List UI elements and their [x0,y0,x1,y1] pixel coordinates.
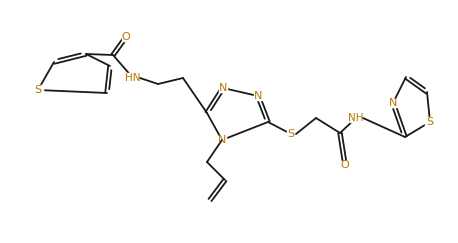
Bar [349,113,362,122]
Text: O: O [122,32,131,42]
Bar [425,118,435,127]
Bar [287,130,295,138]
Text: NH: NH [348,113,364,123]
Bar [33,86,43,95]
Text: N: N [254,91,262,101]
Text: O: O [341,160,349,170]
Text: HN: HN [125,73,141,83]
Bar [219,84,227,92]
Bar [126,73,140,83]
Bar [340,161,349,169]
Text: N: N [219,83,227,93]
Text: S: S [288,129,294,139]
Bar [254,92,262,100]
Text: N: N [389,98,397,108]
Bar [218,136,226,144]
Text: S: S [426,117,434,127]
Bar [389,99,397,107]
Text: S: S [34,85,42,95]
Bar [121,33,131,41]
Text: N: N [218,135,226,145]
